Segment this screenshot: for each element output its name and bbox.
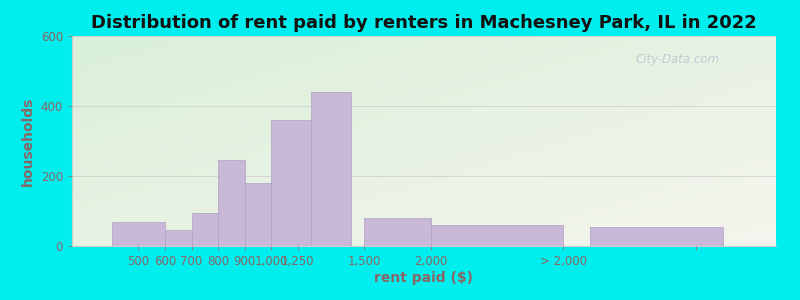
Y-axis label: households: households — [21, 96, 35, 186]
Bar — [271, 120, 311, 246]
Bar — [165, 230, 191, 246]
Bar — [430, 225, 563, 246]
Bar — [590, 227, 723, 246]
Bar — [245, 183, 271, 246]
X-axis label: rent paid ($): rent paid ($) — [374, 271, 474, 285]
Bar — [112, 221, 165, 246]
Bar — [311, 92, 351, 246]
Title: Distribution of rent paid by renters in Machesney Park, IL in 2022: Distribution of rent paid by renters in … — [91, 14, 757, 32]
Bar — [364, 218, 430, 246]
Text: City-Data.com: City-Data.com — [635, 53, 719, 66]
Bar — [191, 213, 218, 246]
Bar — [218, 160, 245, 246]
